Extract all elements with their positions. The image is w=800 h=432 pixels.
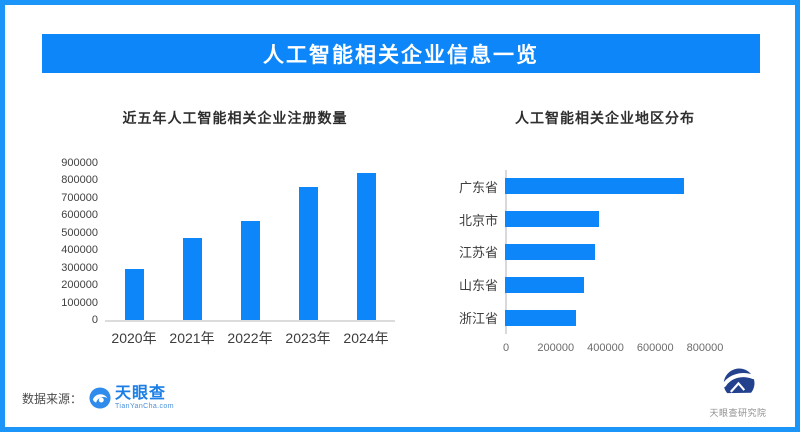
research-institute: 天眼查研究院 — [698, 364, 778, 419]
page-title: 人工智能相关企业信息一览 — [263, 43, 539, 67]
bar-2020年 — [124, 268, 144, 320]
bar-浙江省 — [505, 309, 576, 326]
region-label: 浙江省 — [458, 311, 498, 327]
bar-slot — [163, 163, 221, 320]
y-tick-label: 600000 — [61, 209, 98, 222]
regions-chart-title: 人工智能相关企业地区分布 — [515, 110, 695, 126]
x-tick-label: 200000 — [537, 342, 575, 354]
data-source: 数据来源： 天眼查 TianYanCha.com — [22, 384, 174, 412]
bar-广东省 — [505, 178, 685, 195]
x-tick-label: 400000 — [587, 342, 624, 354]
x-category-label: 2024年 — [343, 330, 389, 346]
region-row: 浙江省 — [440, 301, 750, 334]
y-tick-label: 100000 — [61, 296, 98, 309]
region-row: 广东省 — [440, 170, 750, 203]
x-category-label: 2021年 — [169, 330, 215, 346]
region-label: 北京市 — [458, 212, 498, 228]
bar-2024年 — [356, 172, 376, 320]
bar-江苏省 — [505, 243, 596, 260]
y-tick-label: 900000 — [61, 157, 98, 169]
regions-chart: 人工智能相关企业地区分布 广东省北京市江苏省山东省浙江省 0 200000 4000… — [440, 108, 770, 358]
bar-track — [505, 211, 750, 228]
horizontal-bars: 广东省北京市江苏省山东省浙江省 — [440, 170, 750, 334]
region-row: 北京市 — [440, 203, 750, 236]
research-institute-logo-icon — [722, 368, 756, 394]
x-tick-label: 600000 — [636, 342, 674, 354]
bar-2022年 — [240, 221, 260, 320]
research-institute-label: 天眼查研究院 — [709, 408, 767, 418]
data-source-label: 数据来源： — [22, 391, 83, 406]
x-axis-category-labels: 2020年 2021年 2022年 2023年 2024年 — [105, 328, 395, 348]
tianyancha-logo: 天眼查 TianYanCha.com — [89, 386, 174, 410]
x-tick-label: 800000 — [686, 342, 724, 354]
page-title-banner: 人工智能相关企业信息一览 — [42, 34, 760, 73]
bar-plot-area — [105, 163, 395, 322]
x-category-label: 2020年 — [111, 330, 157, 346]
bar-山东省 — [505, 276, 584, 293]
y-tick-label: 300000 — [61, 261, 98, 274]
x-tick-label: 0 — [502, 342, 510, 354]
tianyancha-wordmark-group: 天眼查 TianYanCha.com — [115, 385, 174, 411]
bar-track — [505, 276, 750, 293]
tianyancha-eye-icon — [89, 387, 111, 409]
registrations-chart-title: 近五年人工智能相关企业注册数量 — [122, 110, 348, 126]
regions-plot: 广东省北京市江苏省山东省浙江省 0 200000 400000 600000 80000… — [440, 170, 770, 370]
tianyancha-wordmark: 天眼查 — [115, 385, 167, 402]
y-tick-label: 400000 — [61, 244, 98, 257]
tianyancha-domain: TianYanCha.com — [115, 403, 174, 410]
bar-2021年 — [182, 238, 202, 320]
y-tick-label: 200000 — [61, 279, 98, 292]
bar-track — [505, 309, 750, 326]
region-label: 江苏省 — [458, 245, 498, 261]
bar-slot — [337, 163, 395, 320]
bar-slot — [221, 163, 279, 320]
region-row: 江苏省 — [440, 236, 750, 269]
y-tick-label: 800000 — [61, 174, 98, 187]
y-tick-label: 0 — [91, 314, 98, 326]
region-label: 广东省 — [458, 179, 498, 195]
registrations-chart: 近五年人工智能相关企业注册数量 0 100000 200000 300000 40000… — [60, 108, 410, 358]
region-row: 山东省 — [440, 268, 750, 301]
bar-track — [505, 178, 750, 195]
x-category-label: 2023年 — [285, 330, 331, 346]
y-axis-tick-labels: 0 100000 200000 300000 400000 500000 600000 700… — [60, 157, 98, 326]
bar-track — [505, 243, 750, 260]
registrations-plot: 0 100000 200000 300000 400000 500000 600000 700… — [60, 157, 410, 363]
x-category-label: 2022年 — [227, 330, 273, 346]
bar-2023年 — [298, 187, 318, 320]
bar-北京市 — [505, 211, 600, 228]
x-axis-tick-labels: 0 200000 400000 600000 800000 — [440, 342, 770, 356]
y-tick-label: 700000 — [61, 191, 98, 204]
bar-slot — [279, 163, 337, 320]
bar-slot — [105, 163, 163, 320]
y-tick-label: 500000 — [61, 226, 98, 239]
region-label: 山东省 — [458, 278, 498, 294]
